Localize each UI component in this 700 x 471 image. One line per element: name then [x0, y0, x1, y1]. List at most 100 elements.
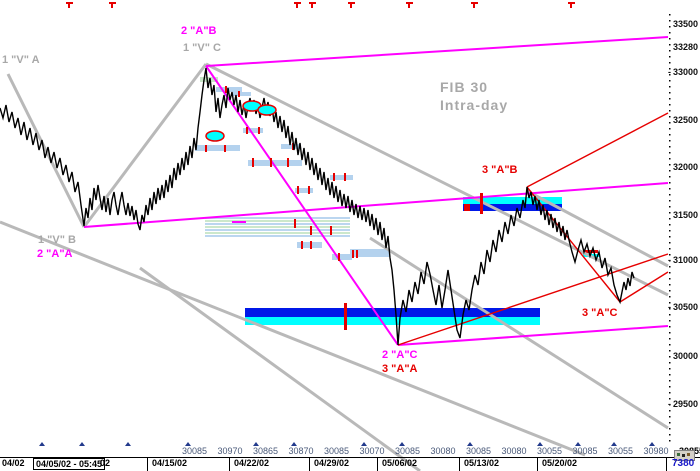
top-session-tick [350, 4, 352, 8]
corner-value: 7380 [672, 458, 695, 469]
y-axis-dot [669, 38, 671, 40]
level-marker-band [297, 242, 322, 248]
red-trendline [397, 253, 669, 346]
bottom-value: 30080 [501, 446, 527, 456]
magenta-trendline [205, 36, 669, 67]
y-axis-dot [669, 206, 671, 208]
support-resistance-band [245, 317, 540, 325]
x-axis-date: 05/20/02 [542, 458, 578, 468]
y-axis-label: 32000 [673, 162, 699, 172]
y-axis-dot [669, 302, 671, 304]
red-level-tick [480, 193, 483, 214]
top-session-tick [408, 4, 410, 8]
gray-trendline [6, 73, 86, 228]
bottom-triangle-tick [537, 442, 543, 446]
y-axis-label: 31000 [673, 255, 699, 265]
y-axis-dot [669, 230, 671, 232]
magenta-trendline [83, 182, 669, 228]
red-level-tick [225, 86, 227, 93]
y-axis-dot [669, 260, 671, 262]
fib-cluster-stripe [205, 220, 350, 222]
y-axis-dot [669, 128, 671, 130]
y-axis-dot [669, 254, 671, 256]
level-marker-band [350, 249, 390, 257]
gray-trendline [139, 266, 421, 471]
y-axis-dot [669, 248, 671, 250]
bottom-triangle-tick [467, 442, 473, 446]
red-level-tick [464, 204, 470, 211]
x-axis-date: 04/29/02 [314, 458, 350, 468]
y-axis-dot [669, 32, 671, 34]
y-axis-label: 33280 [673, 42, 699, 52]
red-level-tick [352, 250, 354, 258]
red-level-tick [356, 250, 358, 258]
top-session-tick [66, 2, 73, 4]
y-axis-dot [669, 428, 671, 430]
top-session-tick [309, 2, 316, 4]
y-axis-dot [669, 158, 671, 160]
red-level-tick [224, 145, 226, 152]
bottom-value: 30980 [643, 446, 669, 456]
y-axis-dot [669, 284, 671, 286]
y-axis-dot [669, 242, 671, 244]
pivot-ellipse-marker [257, 104, 277, 116]
wave-label: 3 "A"B [482, 164, 518, 176]
y-axis-dot [669, 188, 671, 190]
gray-trendline [0, 220, 586, 457]
gray-trendline [205, 62, 669, 297]
y-axis-dot [669, 296, 671, 298]
top-session-tick [109, 2, 116, 4]
y-axis-dot [669, 326, 671, 328]
bottom-triangle-tick [79, 442, 85, 446]
y-axis-label: 31500 [673, 210, 699, 220]
x-axis-date: 04/15/02 [152, 458, 188, 468]
chart-tool-icon[interactable] [674, 450, 695, 461]
magenta-trendline [397, 325, 669, 346]
top-session-tick [311, 4, 313, 8]
date-divider [537, 458, 538, 471]
y-axis-dot [669, 380, 671, 382]
x-axis-first-date: 04/02 [2, 458, 25, 468]
y-axis-dot [669, 212, 671, 214]
y-axis-dot [669, 434, 671, 436]
top-session-tick [568, 2, 575, 4]
y-axis-dot [669, 26, 671, 28]
date-range-box[interactable]: 04/05/02 - 05:45 [33, 458, 106, 470]
x-axis-date: 05/06/02 [382, 458, 418, 468]
date-divider [147, 458, 148, 471]
gray-trendline [526, 189, 669, 268]
red-level-tick [308, 186, 310, 194]
top-session-tick [406, 2, 413, 4]
gray-trendline [82, 63, 208, 228]
y-axis-dot [669, 314, 671, 316]
y-axis-tick-dash: - [668, 255, 671, 265]
bottom-triangle-tick [185, 442, 191, 446]
red-level-tick [252, 158, 254, 167]
red-trendline [619, 271, 669, 303]
y-axis-dot [669, 164, 671, 166]
y-axis-dot [669, 134, 671, 136]
y-axis-label: 29500 [673, 399, 699, 409]
y-axis-dot [669, 176, 671, 178]
bottom-value: 30080 [430, 446, 456, 456]
red-level-tick [344, 173, 346, 181]
fib-cluster-stripe [205, 226, 350, 228]
level-marker-band [195, 145, 240, 151]
red-level-tick [338, 253, 340, 261]
y-axis-dot [669, 386, 671, 388]
top-session-tick [471, 2, 478, 4]
wave-label: 2 "A"A [37, 248, 73, 260]
date-divider [459, 458, 460, 471]
red-level-tick [310, 226, 312, 235]
date-divider [309, 458, 310, 471]
date-divider [229, 458, 230, 471]
date-divider [377, 458, 378, 471]
y-axis-dot [669, 14, 671, 16]
y-axis-dot [669, 338, 671, 340]
fib-cluster-stripe [205, 235, 350, 237]
y-axis-dot [669, 440, 671, 442]
y-axis-label: 32500 [673, 115, 699, 125]
wave-label: 2 "A"C [382, 349, 418, 361]
chart-title-symbol: FIB 30 [440, 79, 489, 95]
